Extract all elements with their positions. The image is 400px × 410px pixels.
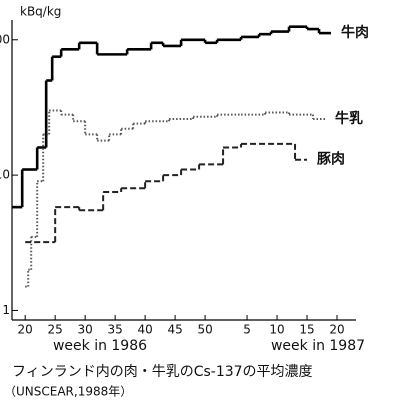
x-axis-label: week in 1986 (53, 338, 147, 354)
x-tick-label: 40 (137, 323, 152, 337)
series-label: 牛肉 (341, 24, 369, 41)
x-tick-label: 30 (78, 323, 93, 337)
y-tick-label: 1 (2, 303, 10, 317)
x-tick-label: 10 (269, 323, 284, 337)
x-tick-label: 50 (197, 323, 212, 337)
x-tick-label: 15 (299, 323, 314, 337)
series-label: 豚肉 (317, 151, 345, 168)
y-axis-label: kBq/kg (20, 5, 61, 19)
x-axis-label: week in 1987 (271, 338, 365, 354)
y-tick-label: 10 (0, 168, 10, 182)
x-tick-label: 35 (107, 323, 122, 337)
y-tick-label: 100 (0, 32, 10, 46)
source: （UNSCEAR,1988年） (4, 385, 132, 399)
x-tick-label: 5 (243, 323, 251, 337)
caption: フィンランド内の肉・牛乳のCs-137の平均濃度 (12, 364, 313, 380)
series-label: 牛乳 (335, 110, 363, 127)
x-tick-label: 45 (167, 323, 182, 337)
x-tick-label: 20 (18, 323, 33, 337)
x-tick-label: 20 (329, 323, 344, 337)
x-tick-label: 25 (48, 323, 63, 337)
